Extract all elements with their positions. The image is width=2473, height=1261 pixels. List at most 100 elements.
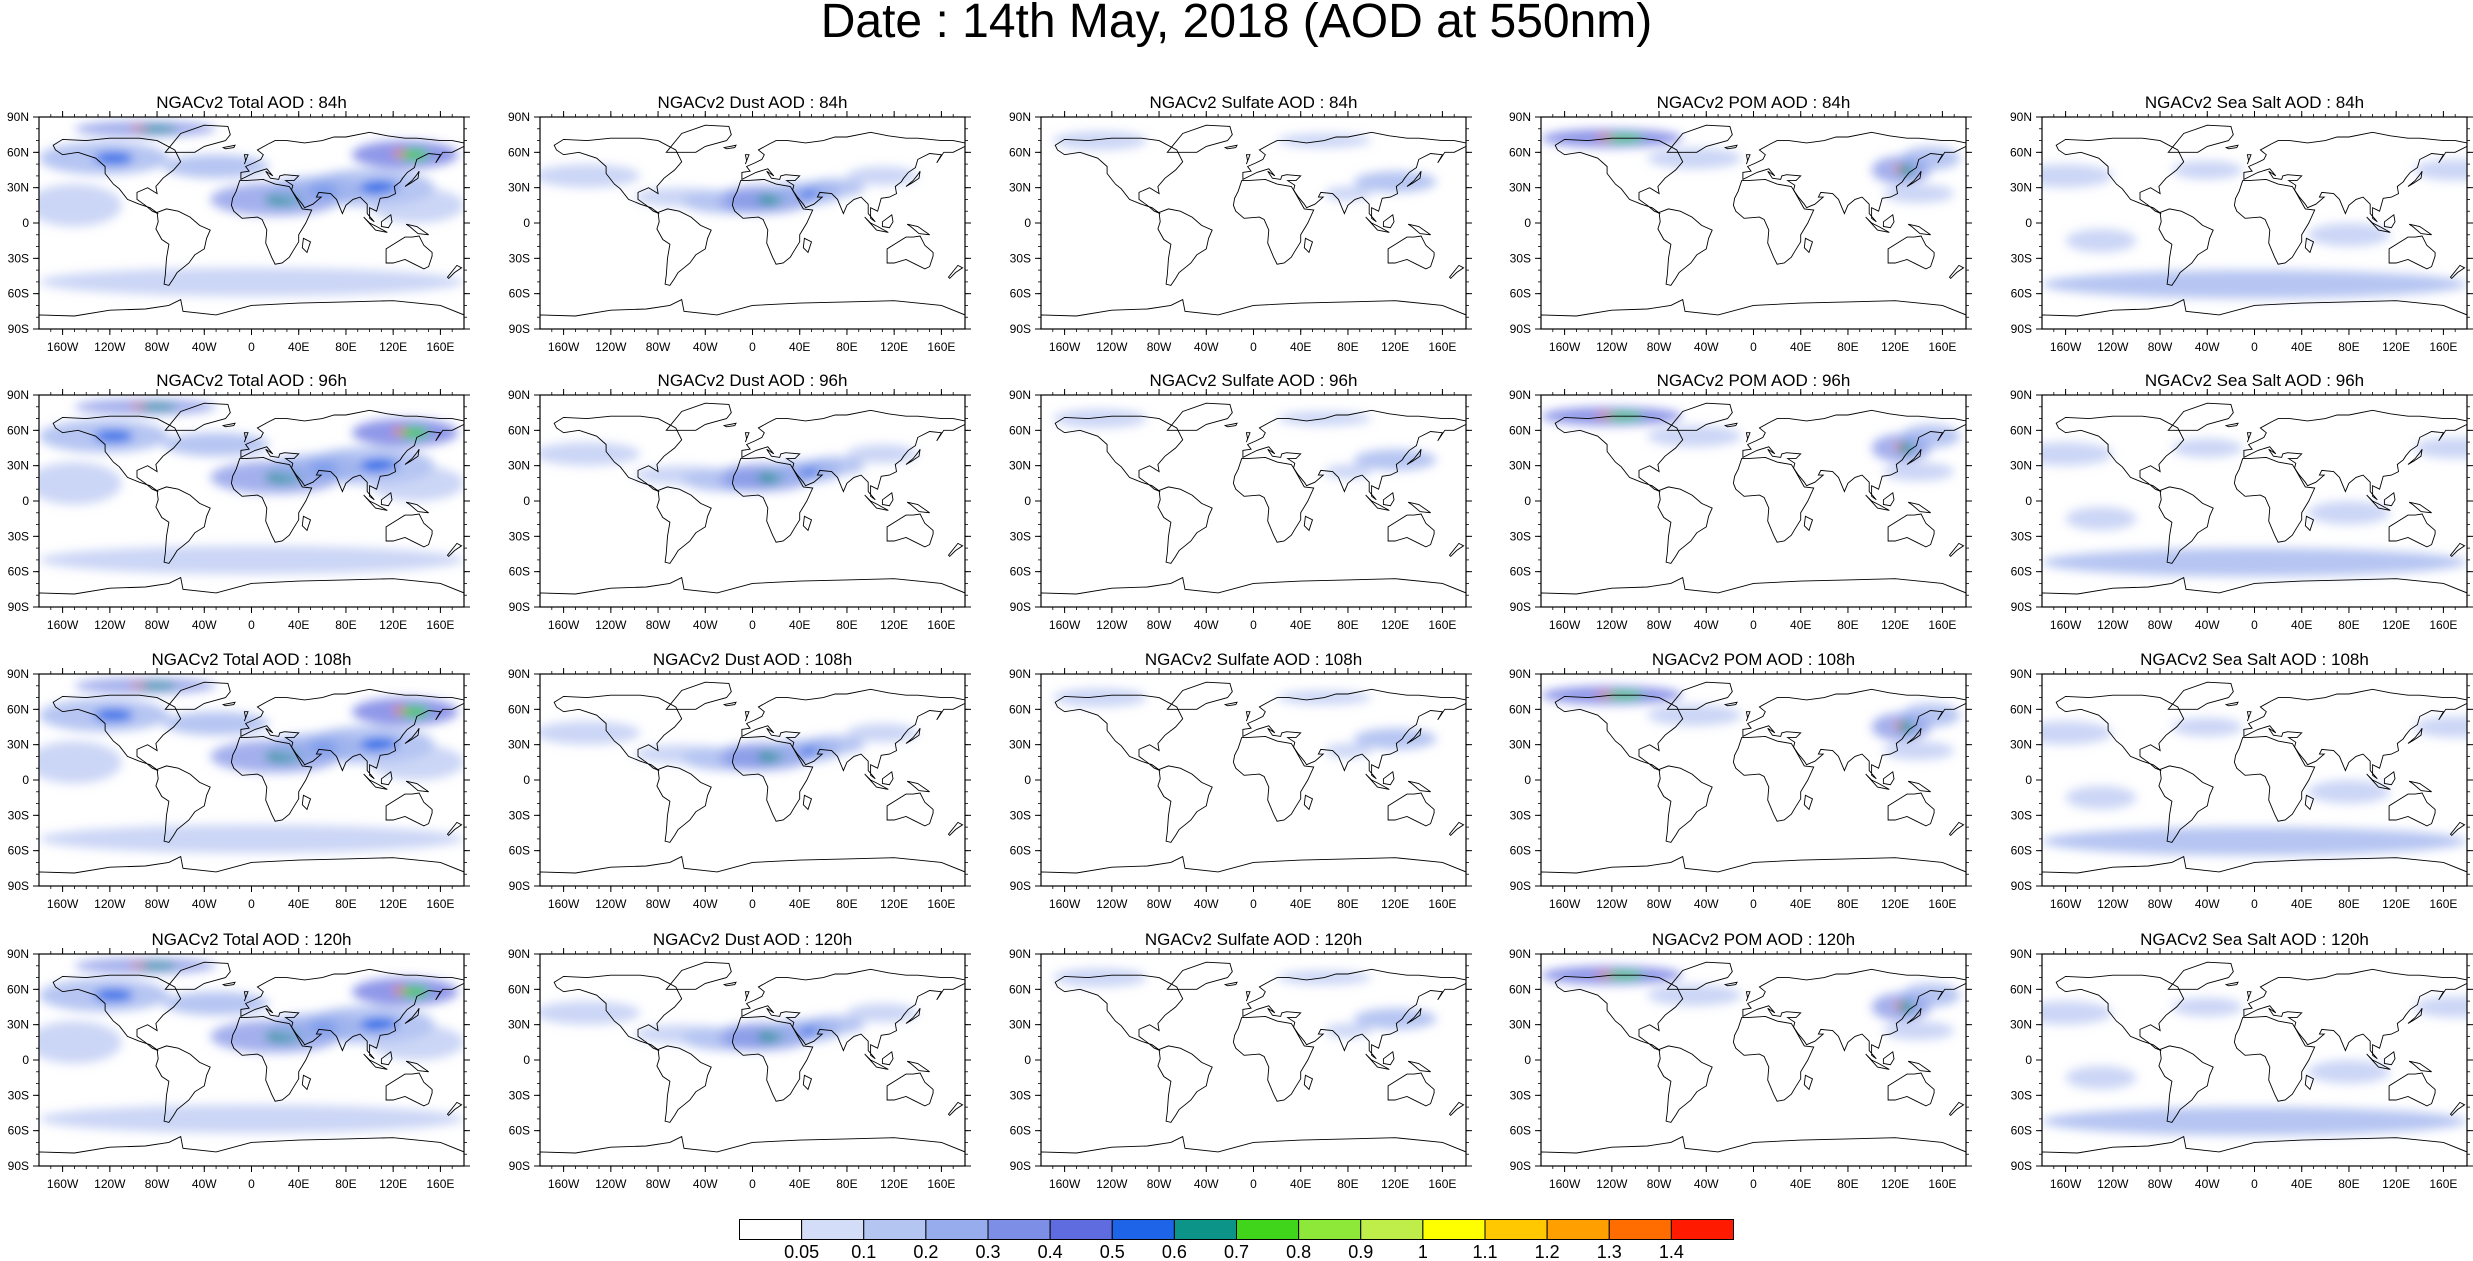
lon-label: 40W <box>1694 618 1719 632</box>
aod-plume <box>634 1024 729 1044</box>
lon-label: 40W <box>693 897 718 911</box>
coastline <box>1303 515 1314 532</box>
lat-label: 60S <box>1010 844 1031 858</box>
coastline <box>446 821 463 837</box>
coastline <box>2407 448 2423 465</box>
lon-label: 80W <box>646 618 671 632</box>
lat-label: 90S <box>8 1159 29 1173</box>
lat-label: 30S <box>1010 1088 1031 1102</box>
lat-label: 30S <box>509 808 530 822</box>
coastline <box>2246 432 2252 443</box>
map-panel-seasalt-0: NGACv2 Sea Salt AOD : 84h 160W 120W 80W 40W 0… <box>2010 93 2473 354</box>
coastline <box>52 694 182 772</box>
coastline <box>1657 208 1713 286</box>
coastline <box>905 1007 921 1024</box>
coastline <box>1666 961 1733 990</box>
coastline <box>2304 515 2315 532</box>
coastline <box>1887 513 1935 548</box>
coastline <box>1554 974 1684 1052</box>
lon-label: 80E <box>1837 618 1858 632</box>
colorbar-label: 0.9 <box>1348 1242 1373 1261</box>
coastline <box>722 144 737 150</box>
coastline <box>2224 981 2239 987</box>
coastline <box>1223 981 1238 987</box>
lon-label: 160E <box>2429 897 2457 911</box>
lat-label: 0 <box>1524 216 1531 230</box>
coastlines <box>1541 961 1966 1166</box>
coastline <box>240 968 464 1060</box>
lat-label: 0 <box>2025 1053 2032 1067</box>
map-panel-seasalt-1: NGACv2 Sea Salt AOD : 96h 160W 120W 80W 40W 0… <box>2010 371 2473 632</box>
coastline <box>405 1060 429 1073</box>
coastlines <box>540 402 965 607</box>
coastline <box>39 576 464 607</box>
coastline <box>1907 780 1931 793</box>
coastline <box>2407 1007 2423 1024</box>
lat-label: 30S <box>2011 1088 2032 1102</box>
lon-label: 120W <box>595 618 627 632</box>
map-panel-sulfate-1: NGACv2 Sulfate AOD : 96h 160W 120W 80W 40W 0 4… <box>1009 371 1472 632</box>
coastline <box>1232 735 1315 822</box>
coastline <box>446 264 463 280</box>
coastline <box>1406 170 1422 187</box>
coastline <box>1054 974 1184 1052</box>
aod-plume-peak <box>1894 444 1902 450</box>
lon-label: 80W <box>1147 897 1172 911</box>
coastline <box>1745 991 1751 1002</box>
aod-plume-peak <box>393 707 407 713</box>
coastlines <box>39 681 464 886</box>
lon-label: 160W <box>47 1177 79 1191</box>
lat-label: 90N <box>2010 667 2032 681</box>
coastline <box>886 235 934 270</box>
colorbar-legend: 0.05 0.1 0.2 0.3 0.4 0.5 0.6 0.7 0.8 0.9 1 1.1 1.2 1.… <box>739 1219 1734 1261</box>
lon-label: 160E <box>1428 618 1456 632</box>
map-panel-pom-0: NGACv2 POM AOD : 84h 160W 120W 80W 40W 0 40E 80… <box>1509 93 1972 354</box>
lat-label: 90S <box>2011 322 2032 336</box>
coastline <box>155 208 211 286</box>
coastline <box>1245 711 1251 722</box>
coastline <box>1242 688 1466 780</box>
aod-plume <box>2065 1065 2137 1090</box>
coastline <box>363 494 388 511</box>
aod-plume <box>39 545 464 575</box>
coastline <box>947 1101 964 1117</box>
lat-label: 90S <box>1510 879 1531 893</box>
coastline <box>1948 264 1965 280</box>
map-background <box>1041 954 1466 1166</box>
colorbar-label: 0.3 <box>975 1242 1000 1261</box>
coastline <box>731 1015 814 1102</box>
coastline <box>1041 1135 1466 1166</box>
lon-label: 120W <box>94 897 126 911</box>
coastline <box>1054 137 1184 215</box>
coastline <box>722 701 737 707</box>
coastline <box>1742 409 1966 501</box>
map-background <box>1041 674 1466 886</box>
lat-label: 30N <box>7 1018 29 1032</box>
coastline <box>881 771 894 786</box>
colorbar-swatch <box>925 1219 989 1240</box>
coastlines <box>2042 681 2467 886</box>
aod-plume <box>1647 704 1742 726</box>
map-background <box>540 674 965 886</box>
lon-label: 160W <box>548 618 580 632</box>
coastline <box>155 486 211 564</box>
map-background <box>1541 117 1966 329</box>
lon-label: 0 <box>2251 618 2258 632</box>
lon-label: 40E <box>288 897 309 911</box>
lat-label: 60N <box>7 145 29 159</box>
aod-plume <box>2042 442 2113 466</box>
coastlines <box>1541 124 1966 329</box>
aod-plume <box>2307 780 2391 804</box>
aod-plume <box>2065 785 2137 810</box>
coastline <box>380 214 393 229</box>
coastline <box>656 208 712 286</box>
coastline <box>2366 773 2391 790</box>
lon-label: 40W <box>1194 340 1219 354</box>
lat-label: 60N <box>7 702 29 716</box>
coastline <box>221 144 236 150</box>
coastline <box>2383 771 2396 786</box>
lat-label: 90S <box>1010 1159 1031 1173</box>
lon-label: 80E <box>335 1177 356 1191</box>
coastline <box>2383 492 2396 507</box>
lon-label: 40E <box>1290 340 1311 354</box>
